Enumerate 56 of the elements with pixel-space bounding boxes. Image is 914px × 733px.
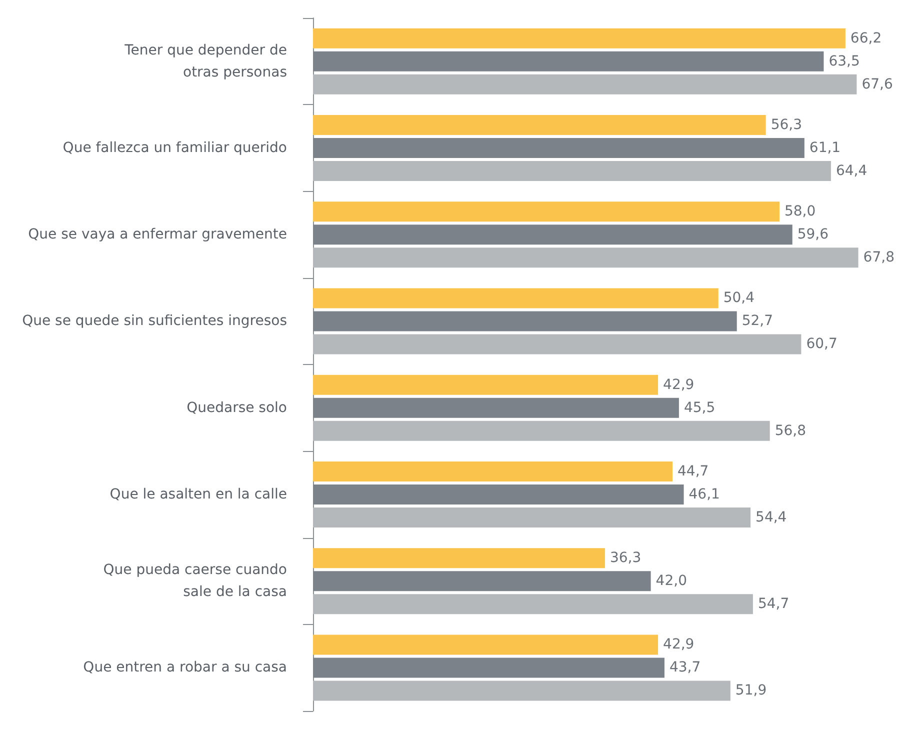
- bar: [313, 288, 718, 308]
- bar: [313, 28, 846, 48]
- data-label: 64,4: [836, 162, 868, 179]
- bar: [313, 507, 751, 528]
- bar: [313, 311, 737, 332]
- bar: [313, 51, 824, 72]
- bar: [313, 571, 651, 592]
- bar: [313, 680, 730, 701]
- data-label: 54,4: [756, 509, 787, 526]
- data-label: 67,8: [863, 250, 894, 266]
- bar: [313, 248, 858, 268]
- data-label: 42,0: [656, 573, 687, 590]
- bar: [313, 138, 804, 158]
- bar: [313, 202, 780, 222]
- data-label: 42,9: [663, 636, 694, 653]
- data-label: 45,5: [684, 400, 716, 416]
- data-label: 60,7: [806, 336, 838, 352]
- y-tick-label: Que se quede sin suficientes ingresos: [22, 313, 287, 330]
- data-label: 56,8: [774, 422, 806, 439]
- data-label: 66,2: [850, 30, 882, 46]
- bar: [313, 114, 766, 135]
- data-label: 51,9: [735, 682, 767, 699]
- data-label: 50,4: [723, 290, 755, 306]
- bar: [313, 420, 770, 441]
- data-label: 46,1: [688, 486, 720, 502]
- bar: [313, 594, 753, 614]
- y-tick-label: Que le asalten en la calle: [110, 486, 287, 502]
- bar: [313, 334, 802, 354]
- data-label: 54,7: [758, 596, 790, 612]
- data-label: 58,0: [784, 204, 816, 220]
- data-label: 43,7: [669, 660, 701, 676]
- data-label: 44,7: [678, 463, 709, 480]
- y-tick-label: Tener que depender de otras personas: [124, 42, 287, 80]
- bar: [313, 374, 658, 395]
- data-label: 61,1: [809, 140, 841, 156]
- bar: [313, 74, 857, 94]
- data-label: 63,5: [828, 53, 860, 70]
- data-label: 52,7: [742, 313, 774, 330]
- data-label: 56,3: [770, 116, 802, 133]
- y-tick-label: Que fallezca un familiar querido: [62, 140, 287, 156]
- y-tick-label: Quedarse solo: [186, 400, 287, 416]
- bar: [313, 398, 679, 418]
- bar: [313, 484, 684, 504]
- bar: [313, 461, 673, 482]
- data-label: 67,6: [862, 76, 893, 92]
- bar: [313, 548, 605, 568]
- bar: [313, 634, 658, 655]
- y-tick-label: Que se vaya a enfermar gravemente: [28, 226, 287, 243]
- y-tick-label: Que pueda caerse cuando sale de la casa: [103, 562, 287, 600]
- bar: [313, 224, 792, 245]
- y-tick-label: Que entren a robar a su casa: [83, 660, 287, 676]
- data-label: 36,3: [610, 550, 642, 566]
- bar: [313, 160, 831, 181]
- data-label: 42,9: [663, 376, 694, 393]
- bar: [313, 658, 664, 678]
- data-label: 59,6: [797, 226, 829, 243]
